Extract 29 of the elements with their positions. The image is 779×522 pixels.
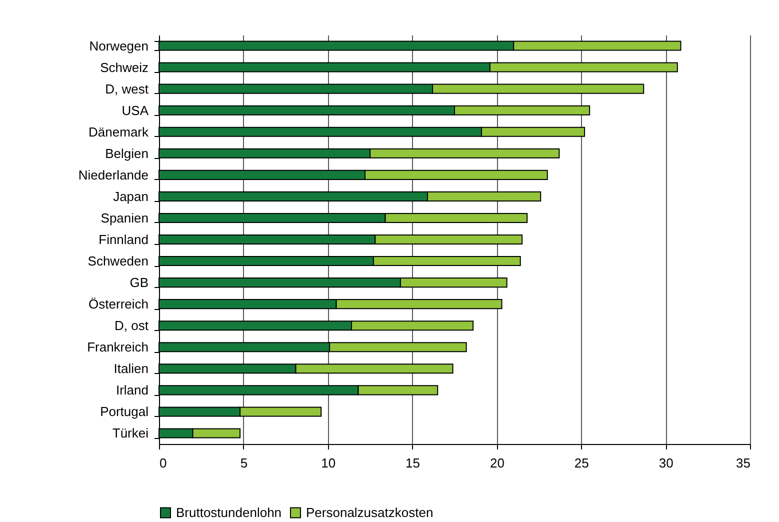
y-tick-label: Dänemark <box>88 124 149 140</box>
x-tick-label: 20 <box>490 456 504 470</box>
x-tick-label: 10 <box>321 456 336 470</box>
y-tick-label: D, ost <box>114 318 149 334</box>
x-tick-label: 25 <box>574 456 589 470</box>
y-tick-label: Türkei <box>112 426 149 441</box>
y-tick-label: Frankreich <box>87 340 148 355</box>
y-tick-label: Belgien <box>105 146 148 161</box>
y-tick-label: Japan <box>113 188 148 204</box>
y-tick-label: Spanien <box>100 210 148 226</box>
y-tick-label: D, west <box>105 81 149 96</box>
y-tick-label: Italien <box>114 361 148 376</box>
y-tick-label: Niederlande <box>78 167 148 182</box>
y-tick-label: Schweden <box>88 254 148 269</box>
y-tick-label: Finnland <box>98 232 148 247</box>
x-tick-label: 0 <box>160 456 167 470</box>
y-tick-label: Österreich <box>88 296 148 312</box>
legend-label: Bruttostundenlohn <box>176 504 282 520</box>
y-tick-label: USA <box>122 102 149 118</box>
y-tick-label: Norwegen <box>89 38 148 54</box>
y-tick-label: Portugal <box>100 404 149 420</box>
y-tick-label: Schweiz <box>100 60 148 75</box>
x-tick-label: 15 <box>406 456 420 470</box>
x-tick-label: 30 <box>658 456 674 470</box>
x-tick-label: 35 <box>736 456 750 470</box>
legend-label: Personalzusatzkosten <box>306 504 434 520</box>
y-tick-label: GB <box>130 275 148 290</box>
y-tick-label: Irland <box>116 382 148 398</box>
x-tick-label: 5 <box>240 456 248 470</box>
